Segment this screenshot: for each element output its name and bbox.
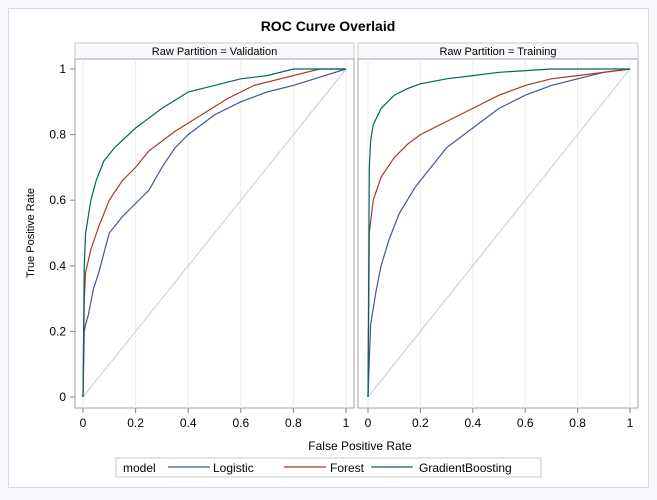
- y-tick-label: 0.8: [49, 128, 66, 142]
- reference-diagonal: [367, 68, 631, 398]
- x-tick-label: 1: [343, 416, 350, 430]
- series-logistic-line: [82, 68, 347, 398]
- y-tick-label: 0.2: [49, 324, 66, 338]
- x-tick-label: 0.8: [285, 416, 302, 430]
- chart-title: ROC Curve Overlaid: [261, 18, 396, 34]
- panel-header-label: Raw Partition = Validation: [152, 46, 277, 58]
- legend: model Logistic Forest GradientBoosting: [115, 457, 542, 478]
- x-tick-label: 0: [365, 416, 372, 430]
- x-tick-label: 0.6: [232, 416, 249, 430]
- x-tick-label: 0.4: [464, 416, 481, 430]
- series-logistic-line: [367, 68, 631, 398]
- legend-label-logistic: Logistic: [213, 461, 254, 475]
- y-tick-label: 0.4: [49, 259, 66, 273]
- series-forest-line: [82, 68, 346, 398]
- series-gradientboosting-line: [82, 68, 346, 398]
- reference-diagonal: [82, 68, 347, 398]
- panel-validation: Raw Partition = Validation 0 0.2 0.4 0.6 0.8 1…: [49, 42, 355, 430]
- x-tick-label: 0.8: [569, 416, 586, 430]
- x-tick-label: 0.4: [180, 416, 197, 430]
- legend-label-forest: Forest: [330, 461, 365, 475]
- panel-training: Raw Partition = Training 0 0.2 0.4 0.6 0.8 1: [357, 42, 639, 430]
- x-tick-label: 0.2: [127, 416, 144, 430]
- y-tick-label: 1: [59, 62, 66, 76]
- panel-header-label: Raw Partition = Training: [439, 46, 556, 58]
- series-gradientboosting-line: [367, 68, 630, 398]
- legend-label-gradientboosting: GradientBoosting: [419, 461, 512, 475]
- legend-title: model: [123, 461, 156, 475]
- y-tick-label: 0: [59, 390, 66, 404]
- y-axis-label: True Positive Rate: [25, 188, 37, 278]
- x-tick-label: 0: [80, 416, 87, 430]
- x-tick-label: 0.2: [412, 416, 429, 430]
- x-tick-label: 1: [627, 416, 634, 430]
- y-tick-label: 0.6: [49, 193, 66, 207]
- x-axis-label: False Positive Rate: [308, 439, 412, 453]
- x-tick-label: 0.6: [517, 416, 534, 430]
- legend-box: [115, 457, 542, 478]
- series-forest-line: [367, 68, 631, 398]
